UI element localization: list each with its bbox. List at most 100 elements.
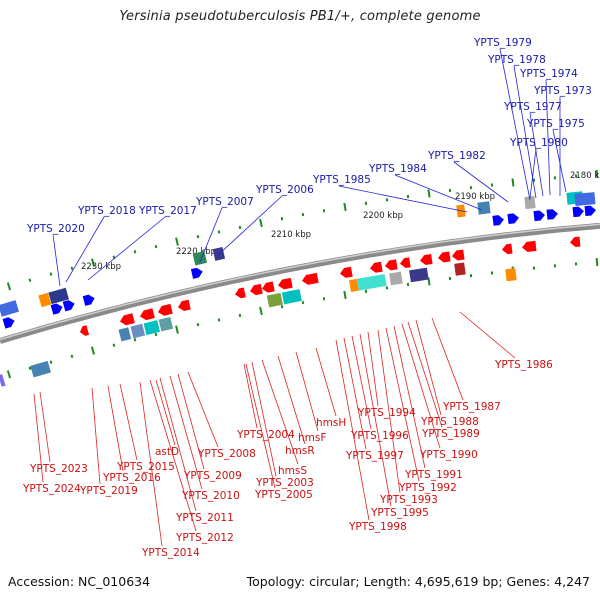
reverse-gene-label: YPTS_1995 — [370, 507, 429, 519]
forward-gene — [492, 215, 504, 226]
reverse-block — [266, 292, 283, 308]
tick-mark — [553, 176, 557, 180]
tick-mark — [364, 201, 368, 205]
reverse-leader-line — [39, 391, 51, 463]
scale-label: 2190 kbp — [455, 192, 495, 202]
forward-gene-label: YPTS_2006 — [255, 184, 314, 196]
tick-mark — [280, 305, 284, 309]
label-leader-lines — [33, 48, 567, 547]
tick-mark — [70, 266, 74, 271]
forward-leader-line — [529, 148, 537, 199]
forward-gene-label: YPTS_1979 — [473, 37, 532, 49]
reverse-leader-line — [277, 355, 306, 445]
tick-mark — [196, 234, 200, 239]
reverse-gene-label: YPTS_1996 — [350, 430, 409, 442]
scale-label: 2220 kbp — [176, 247, 216, 257]
forward-gene-label: YPTS_1985 — [312, 174, 371, 186]
forward-leader-line — [453, 161, 509, 203]
reverse-gene — [79, 325, 90, 336]
tick-mark — [259, 306, 263, 316]
forward-gene-label: YPTS_1977 — [503, 101, 562, 113]
reverse-block — [505, 268, 517, 282]
reverse-gene-label: hmsR — [285, 445, 315, 457]
reverse-gene — [451, 249, 465, 261]
tick-mark — [6, 370, 12, 379]
forward-leader-line — [65, 216, 105, 283]
reverse-gene — [569, 236, 581, 247]
tick-mark — [112, 343, 116, 347]
tick-mark — [490, 271, 494, 275]
reverse-gene-label: YPTS_1990 — [419, 449, 478, 461]
reverse-gene — [384, 259, 398, 271]
reverse-leader-line — [351, 335, 372, 430]
tick-mark — [385, 198, 389, 202]
reverse-gene — [261, 281, 275, 293]
reverse-leader-line — [149, 379, 197, 532]
tick-mark — [259, 218, 263, 228]
forward-leader-line — [52, 234, 61, 287]
reverse-leader-line — [169, 375, 203, 490]
reverse-block — [143, 320, 161, 336]
scale-label: 2210 kbp — [271, 230, 311, 240]
reverse-leader-line — [107, 385, 124, 472]
reverse-leader-line — [393, 325, 426, 469]
forward-gene — [2, 317, 15, 329]
reverse-block — [348, 278, 359, 293]
reverse-gene-label: YPTS_2019 — [79, 485, 138, 497]
forward-gene — [62, 300, 75, 312]
reverse-gene-label: YPTS_2016 — [102, 472, 161, 484]
reverse-gene-label: YPTS_1989 — [421, 428, 480, 440]
reverse-leader-line — [33, 393, 44, 483]
forward-gene — [546, 209, 558, 220]
reverse-gene — [501, 243, 513, 255]
forward-gene-label: YPTS_1984 — [368, 163, 427, 175]
tick-mark — [217, 230, 221, 234]
reverse-gene — [400, 257, 411, 268]
reverse-gene — [157, 303, 173, 316]
reverse-gene — [249, 283, 263, 296]
tick-mark — [28, 366, 32, 370]
tick-mark — [595, 169, 599, 179]
reverse-gene-label: YPTS_1994 — [357, 407, 416, 419]
reverse-block — [0, 374, 6, 387]
reverse-gene-label: YPTS_2009 — [183, 470, 242, 482]
forward-gene-label: YPTS_1980 — [509, 137, 568, 149]
tick-mark — [469, 274, 473, 278]
tick-mark — [90, 258, 95, 267]
forward-gene — [533, 210, 545, 222]
reverse-gene-label: YPTS_2014 — [141, 547, 200, 559]
reverse-gene-label: YPTS_2024 — [22, 483, 81, 495]
reverse-gene — [340, 266, 353, 278]
reverse-gene-label: YPTS_1998 — [348, 521, 407, 533]
forward-leader-line — [394, 174, 483, 211]
tick-mark — [175, 325, 179, 334]
reverse-gene — [235, 287, 246, 299]
reverse-leader-line — [187, 371, 219, 448]
reverse-block — [409, 267, 429, 283]
reverse-leader-line — [385, 327, 420, 482]
forward-gene — [50, 303, 63, 315]
tick-mark — [49, 360, 53, 364]
forward-block — [192, 251, 208, 266]
backbone-band — [0, 222, 600, 344]
tick-mark — [280, 217, 284, 221]
forward-gene-label: YPTS_2020 — [26, 223, 85, 235]
tick-mark — [448, 276, 452, 281]
reverse-gene-label: YPTS_1991 — [404, 469, 463, 481]
forward-leader-line — [338, 185, 468, 213]
forward-gene-label: YPTS_2017 — [138, 205, 197, 217]
scale-label: 2230 kbp — [81, 262, 121, 272]
tick-mark — [595, 257, 599, 267]
forward-gene — [584, 205, 596, 217]
forward-leader-line — [199, 207, 223, 263]
reverse-gene — [278, 277, 293, 290]
reverse-leader-line — [401, 323, 441, 449]
forward-gene-label: YPTS_1974 — [519, 68, 578, 80]
reverse-leader-line — [295, 351, 319, 432]
tick-mark — [574, 262, 578, 266]
reverse-leader-line — [261, 359, 299, 465]
gene-labels: YPTS_1979 YPTS_1978 YPTS_1974 YPTS_1973 YPTS… — [22, 37, 592, 559]
tick-mark — [553, 264, 557, 268]
reverse-gene — [522, 240, 537, 252]
forward-gene — [572, 206, 584, 218]
